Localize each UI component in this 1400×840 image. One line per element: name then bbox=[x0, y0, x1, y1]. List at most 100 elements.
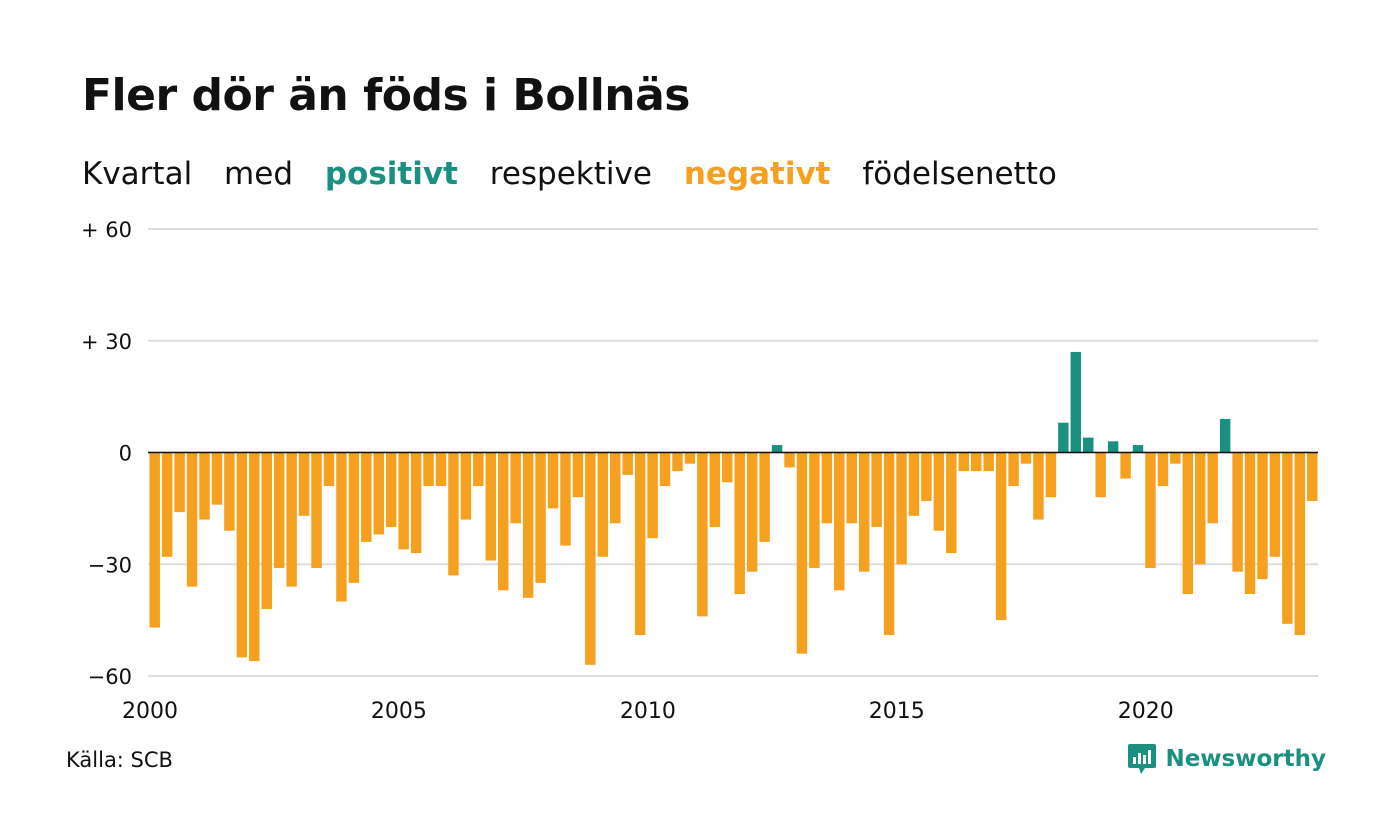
bar-negative bbox=[535, 452, 546, 583]
bar-negative bbox=[385, 452, 397, 527]
bar-negative bbox=[1020, 452, 1032, 464]
bar-negative bbox=[858, 452, 870, 572]
bar-negative bbox=[1120, 452, 1131, 479]
bar-negative bbox=[435, 452, 447, 487]
bar-negative bbox=[983, 452, 994, 472]
y-tick-label: + 60 bbox=[81, 218, 132, 242]
bar-negative bbox=[759, 452, 770, 542]
x-tick-label: 2005 bbox=[371, 699, 427, 724]
bar-negative bbox=[697, 452, 708, 617]
bar-negative bbox=[585, 452, 596, 665]
bar-negative bbox=[373, 452, 384, 535]
bar-negative bbox=[1294, 452, 1306, 636]
bar-negative bbox=[1182, 452, 1194, 595]
bar-negative bbox=[1269, 452, 1281, 557]
bar-negative bbox=[709, 452, 721, 527]
bar-negative bbox=[995, 452, 1007, 621]
bar-negative bbox=[261, 452, 272, 609]
bar-negative bbox=[722, 452, 733, 483]
bar-negative bbox=[572, 452, 584, 498]
bar-negative bbox=[174, 452, 185, 513]
subtitle-negative-label: negativt bbox=[683, 156, 831, 192]
bar-negative bbox=[1145, 452, 1156, 568]
bar-negative bbox=[622, 452, 633, 475]
bar-negative bbox=[398, 452, 409, 550]
bar-negative bbox=[1045, 452, 1057, 498]
bar-positive bbox=[1058, 422, 1069, 453]
bar-negative bbox=[610, 452, 621, 524]
bar-positive bbox=[1132, 445, 1144, 453]
bar-negative bbox=[286, 452, 297, 587]
subtitle-positive-label: positivt bbox=[324, 156, 458, 192]
bar-negative bbox=[921, 452, 932, 501]
subtitle-word: födelsenetto bbox=[862, 156, 1057, 192]
bar-negative bbox=[1244, 452, 1256, 595]
newsworthy-logo-icon bbox=[1128, 744, 1157, 774]
bar-positive bbox=[1219, 418, 1231, 453]
subtitle-word: med bbox=[224, 156, 293, 192]
bar-negative bbox=[211, 452, 223, 505]
bar-negative bbox=[547, 452, 559, 509]
bar-negative bbox=[597, 452, 609, 557]
bar-negative bbox=[522, 452, 534, 598]
bar-negative bbox=[1307, 452, 1318, 501]
bar-negative bbox=[1257, 452, 1268, 580]
chart-title: Fler dör än föds i Bollnäs bbox=[82, 70, 690, 121]
y-tick-label: + 30 bbox=[81, 330, 132, 354]
bar-negative bbox=[348, 452, 360, 583]
x-tick-label: 2015 bbox=[869, 699, 925, 724]
bar-negative bbox=[498, 452, 509, 591]
bar-negative bbox=[199, 452, 210, 520]
bar-negative bbox=[1195, 452, 1206, 565]
bar-negative bbox=[485, 452, 497, 561]
bar-positive bbox=[1083, 437, 1094, 453]
x-tick-label: 2010 bbox=[620, 699, 676, 724]
bar-negative bbox=[1170, 452, 1181, 464]
bar-negative bbox=[1282, 452, 1293, 624]
bar-negative bbox=[236, 452, 248, 658]
bar-negative bbox=[746, 452, 758, 572]
bar-negative bbox=[249, 452, 260, 662]
bar-negative bbox=[933, 452, 945, 531]
bar-negative bbox=[883, 452, 895, 636]
y-tick-label: −60 bbox=[88, 665, 132, 689]
bar-negative bbox=[1232, 452, 1243, 572]
bar-negative bbox=[809, 452, 820, 568]
bar-negative bbox=[410, 452, 422, 554]
bar-positive bbox=[771, 445, 783, 453]
bar-negative bbox=[1095, 452, 1106, 498]
bar-negative bbox=[672, 452, 683, 472]
bar-negative bbox=[684, 452, 696, 464]
bar-negative bbox=[510, 452, 521, 524]
brand-name: Newsworthy bbox=[1165, 746, 1326, 772]
bar-negative bbox=[361, 452, 372, 542]
subtitle-word: respektive bbox=[489, 156, 652, 192]
bar-negative bbox=[659, 452, 671, 487]
bar-negative bbox=[834, 452, 845, 591]
chart-subtitle: Kvartal med positivt respektive negativt… bbox=[82, 156, 1079, 192]
bar-negative bbox=[796, 452, 808, 654]
bar-negative bbox=[734, 452, 745, 595]
bar-negative bbox=[311, 452, 322, 568]
bar-negative bbox=[560, 452, 571, 546]
subtitle-word: Kvartal bbox=[82, 156, 193, 192]
bar-negative bbox=[846, 452, 857, 524]
bar-negative bbox=[336, 452, 347, 602]
bar-negative bbox=[224, 452, 235, 531]
y-tick-label: 0 bbox=[119, 442, 132, 466]
source-note: Källa: SCB bbox=[66, 748, 173, 772]
bar-negative bbox=[896, 452, 907, 565]
bar-negative bbox=[298, 452, 310, 516]
bar-negative bbox=[958, 452, 969, 472]
bar-negative bbox=[149, 452, 160, 628]
bar-negative bbox=[273, 452, 285, 568]
bar-positive bbox=[1070, 351, 1082, 453]
bar-negative bbox=[161, 452, 173, 557]
y-tick-label: −30 bbox=[88, 553, 132, 577]
bar-negative bbox=[423, 452, 434, 487]
bar-negative bbox=[647, 452, 658, 539]
bar-positive bbox=[1107, 441, 1119, 453]
bar-negative bbox=[1157, 452, 1169, 487]
bar-negative bbox=[908, 452, 920, 516]
